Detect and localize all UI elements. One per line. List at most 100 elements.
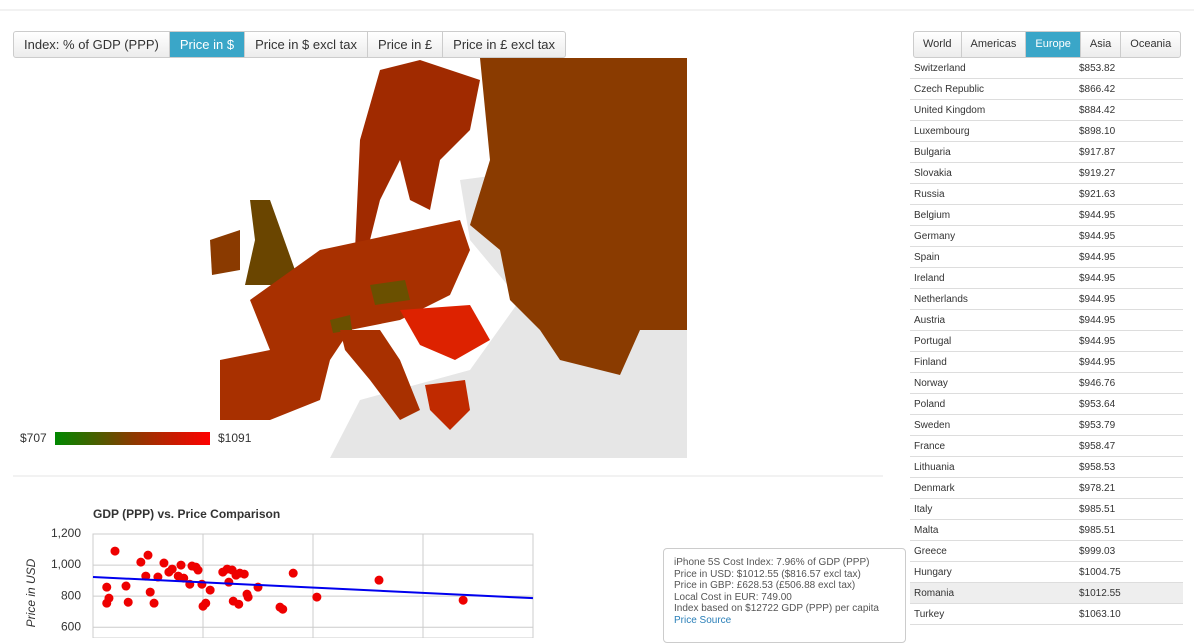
table-row: Germany $944.95 <box>910 225 1183 247</box>
country: Slovakia <box>910 162 1075 184</box>
country: Lithuania <box>910 456 1075 478</box>
tab[interactable]: Oceania <box>1130 38 1172 50</box>
plot: 600 800 1,000 1,200 <box>51 526 534 638</box>
index-tabs: Index: % of GDP (PPP) Price in $ Price in … <box>13 31 567 58</box>
table-row: Switzerland $853.82 <box>910 58 1183 79</box>
price: $1012.55 <box>1075 582 1183 604</box>
price: $946.76 <box>1075 372 1183 394</box>
legend-min: $707 <box>20 431 47 445</box>
price: $978.21 <box>1075 477 1183 499</box>
price: $985.51 <box>1075 519 1183 541</box>
country: Spain <box>910 246 1075 268</box>
tab[interactable]: Index: % of GDP (PPP) <box>14 32 170 57</box>
country: Czech Republic <box>910 78 1075 100</box>
price: $898.10 <box>1075 120 1183 142</box>
point <box>136 557 146 567</box>
tab[interactable]: Price in $ excl tax <box>245 32 368 57</box>
table-row: Turkey $1063.10 <box>910 603 1183 625</box>
table-row: Norway $946.76 <box>910 372 1183 394</box>
ireland <box>210 230 240 275</box>
price: $1004.75 <box>1075 561 1183 583</box>
table-row: Czech Republic $866.42 <box>910 78 1183 100</box>
table-row: Spain $944.95 <box>910 246 1183 268</box>
price: $944.95 <box>1075 204 1183 226</box>
country: Greece <box>910 540 1075 562</box>
tooltip-line: Price in GBP: £628.53 (£506.88 excl tax) <box>674 580 856 591</box>
price: $866.42 <box>1075 78 1183 100</box>
nordic <box>355 60 480 250</box>
country: Italy <box>910 498 1075 520</box>
point <box>110 546 120 556</box>
table-row: Belgium $944.95 <box>910 204 1183 226</box>
tab[interactable]: World <box>914 32 962 57</box>
tab[interactable]: Americas <box>962 32 1027 57</box>
country: Ireland <box>910 267 1075 289</box>
point <box>123 597 133 607</box>
country: Portugal <box>910 330 1075 352</box>
country: Netherlands <box>910 288 1075 310</box>
uk <box>245 200 295 285</box>
price: $944.95 <box>1075 330 1183 352</box>
table-row: Bulgaria $917.87 <box>910 141 1183 163</box>
country: Turkey <box>910 603 1075 625</box>
tab[interactable]: Price in $ <box>169 32 246 57</box>
point <box>159 558 169 568</box>
country: Russia <box>910 183 1075 205</box>
region-tabs: World Americas Europe Asia Oceania <box>913 31 1182 58</box>
y-axis-label: Price in USD <box>24 558 38 627</box>
country: Bulgaria <box>910 141 1075 163</box>
tooltip-line: Price in USD: $1012.55 ($816.57 excl tax… <box>674 568 861 580</box>
price: $944.95 <box>1075 225 1183 247</box>
tab[interactable]: Price in £ <box>368 32 444 57</box>
table-row: France $958.47 <box>910 435 1183 457</box>
country: Romania <box>910 582 1075 604</box>
point <box>149 598 159 608</box>
y-tick-label: 600 <box>61 619 81 633</box>
table-row: Netherlands $944.95 <box>910 288 1183 310</box>
point <box>239 569 249 579</box>
price: $944.95 <box>1075 309 1183 331</box>
point <box>205 585 215 595</box>
table-row: Sweden $953.79 <box>910 414 1183 436</box>
tab[interactable]: Price in £ excl tax <box>453 37 556 52</box>
point <box>224 577 234 587</box>
country: Austria <box>910 309 1075 331</box>
table-row: Luxembourg $898.10 <box>910 120 1183 142</box>
table-row: Austria $944.95 <box>910 309 1183 331</box>
tab[interactable]: Europe <box>1026 32 1081 57</box>
trend-line <box>92 576 534 600</box>
price: $953.64 <box>1075 393 1183 415</box>
price: $944.95 <box>1075 267 1183 289</box>
price: $958.53 <box>1075 456 1183 478</box>
table-row: Portugal $944.95 <box>910 330 1183 352</box>
tooltip-line: iPhone 5S Cost Index: 7.96% of GDP (PPP) <box>674 557 870 568</box>
country: Poland <box>910 393 1075 415</box>
table-row: Italy $985.51 <box>910 498 1183 520</box>
chart-title: GDP (PPP) vs. Price Comparison <box>93 507 280 521</box>
price-source-link[interactable]: Price Source <box>674 614 732 626</box>
point <box>458 595 468 605</box>
tooltip: iPhone 5S Cost Index: 7.96% of GDP (PPP)… <box>663 548 906 643</box>
country: Belgium <box>910 204 1075 226</box>
country: Denmark <box>910 477 1075 499</box>
table-row: Ireland $944.95 <box>910 267 1183 289</box>
legend-max: $1091 <box>218 431 252 445</box>
table-row: Malta $985.51 <box>910 519 1183 541</box>
table-row: Russia $921.63 <box>910 183 1183 205</box>
country: Sweden <box>910 414 1075 436</box>
czech <box>370 280 410 305</box>
table-row: Poland $953.64 <box>910 393 1183 415</box>
price: $985.51 <box>1075 498 1183 520</box>
price-table: Switzerland $853.82 Czech Republic $866.42 U… <box>910 58 1183 625</box>
price: $944.95 <box>1075 351 1183 373</box>
tooltip-line: Index based on $12722 GDP (PPP) per capi… <box>674 603 879 614</box>
country: Germany <box>910 225 1075 247</box>
tab[interactable]: Asia <box>1081 32 1122 57</box>
price: $919.27 <box>1075 162 1183 184</box>
table-row: Slovakia $919.27 <box>910 162 1183 184</box>
point <box>193 565 203 575</box>
table-row: Romania $1012.55 <box>910 582 1183 604</box>
country: Finland <box>910 351 1075 373</box>
table-row: Lithuania $958.53 <box>910 456 1183 478</box>
